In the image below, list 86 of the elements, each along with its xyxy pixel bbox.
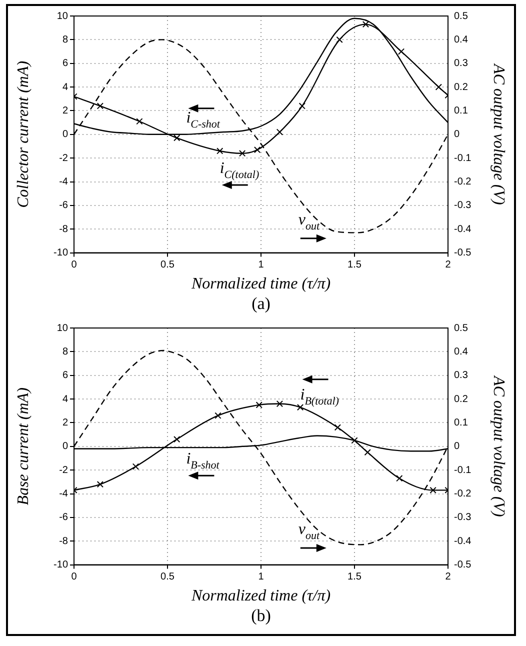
x-axis-title: Normalized time (τ/π) (190, 588, 331, 605)
y2-axis-title: AC output voltage (V) (490, 374, 508, 517)
y2-tick-label: -0.4 (454, 536, 472, 547)
y2-tick-label: 0 (454, 129, 460, 140)
y2-tick-label: -0.2 (454, 488, 472, 500)
point (398, 48, 405, 55)
point (298, 102, 306, 110)
point (362, 20, 370, 28)
y-tick-label: 0 (62, 441, 68, 452)
y-tick-label: 10 (56, 10, 68, 22)
y2-tick-label: 0.1 (454, 105, 468, 116)
y2-tick-label: -0.3 (454, 512, 472, 524)
point (174, 436, 180, 443)
point (276, 128, 284, 136)
point (254, 146, 261, 154)
x-tick-label: 0.5 (160, 260, 175, 271)
point (336, 36, 343, 44)
y2-tick-label: 0 (454, 441, 460, 452)
x-tick-label: 0.5 (160, 572, 175, 583)
y2-tick-label: -0.3 (454, 200, 472, 212)
y2-tick-label: 0.1 (454, 417, 468, 428)
point (396, 475, 403, 482)
point (174, 134, 180, 142)
x-tick-label: 2 (445, 260, 452, 271)
x-axis-title: Normalized time (τ/π) (190, 276, 331, 293)
y2-tick-label: 0.2 (454, 394, 468, 405)
x-tick-label: 2 (445, 572, 452, 583)
y-tick-label: 6 (62, 370, 68, 382)
point (364, 448, 371, 456)
x-tick-label: 0 (71, 572, 78, 583)
point (256, 402, 262, 408)
y-tick-label: 4 (62, 82, 68, 93)
point (435, 84, 442, 90)
y-tick-label: -10 (54, 560, 68, 571)
y2-tick-label: -0.1 (454, 464, 472, 476)
point (96, 102, 104, 110)
y2-tick-label: -0.1 (454, 152, 472, 164)
y-tick-label: -4 (59, 176, 68, 188)
y2-tick-label: 0.3 (454, 370, 468, 382)
y-tick-label: -2 (59, 152, 68, 164)
y-tick-label: -2 (59, 464, 68, 476)
y2-axis-title: AC output voltage (V) (490, 62, 508, 205)
point (96, 480, 104, 488)
y-axis-title: Collector current (mA) (14, 60, 32, 208)
y-tick-label: -8 (59, 536, 68, 547)
y-tick-label: 0 (62, 129, 68, 140)
y2-tick-label: -0.5 (454, 248, 472, 259)
x-tick-label: 1.5 (348, 260, 362, 271)
y-tick-label: 8 (62, 34, 68, 46)
y-tick-label: 10 (56, 322, 68, 334)
text: (a) (250, 294, 272, 314)
y2-tick-label: 0.4 (454, 346, 468, 358)
point (216, 148, 224, 154)
y-tick-label: 4 (62, 394, 68, 405)
point (276, 400, 284, 408)
point (351, 437, 358, 444)
x-tick-label: 0 (71, 260, 78, 271)
y2-tick-label: 0.2 (454, 82, 468, 93)
y-tick-label: -4 (59, 488, 68, 500)
point (132, 463, 140, 470)
y-tick-label: -8 (59, 224, 68, 235)
y-tick-label: 2 (62, 417, 68, 428)
y2-tick-label: 0.4 (454, 34, 468, 46)
x-tick-label: 1 (258, 260, 264, 271)
y2-tick-label: -0.2 (454, 176, 472, 188)
y2-tick-label: -0.5 (454, 560, 472, 571)
text: (b) (250, 606, 272, 626)
y2-tick-label: -0.4 (454, 224, 472, 235)
y2-tick-label: 0.5 (454, 10, 468, 22)
point (238, 150, 246, 157)
y-tick-label: -6 (59, 200, 68, 212)
y2-tick-label: 0.5 (454, 322, 468, 334)
point (296, 404, 304, 411)
point (430, 486, 436, 494)
point (334, 424, 341, 431)
y-tick-label: 6 (62, 58, 68, 70)
y-tick-label: 2 (62, 105, 68, 116)
y-tick-label: 8 (62, 346, 68, 358)
x-tick-label: 1 (258, 572, 264, 583)
y-tick-label: -6 (59, 512, 68, 524)
point (136, 118, 143, 125)
x-tick-label: 1.5 (348, 572, 362, 583)
y-axis-title: Base current (mA) (14, 388, 32, 506)
point (214, 412, 222, 419)
y2-tick-label: 0.3 (454, 58, 468, 70)
y-tick-label: -10 (54, 248, 68, 259)
